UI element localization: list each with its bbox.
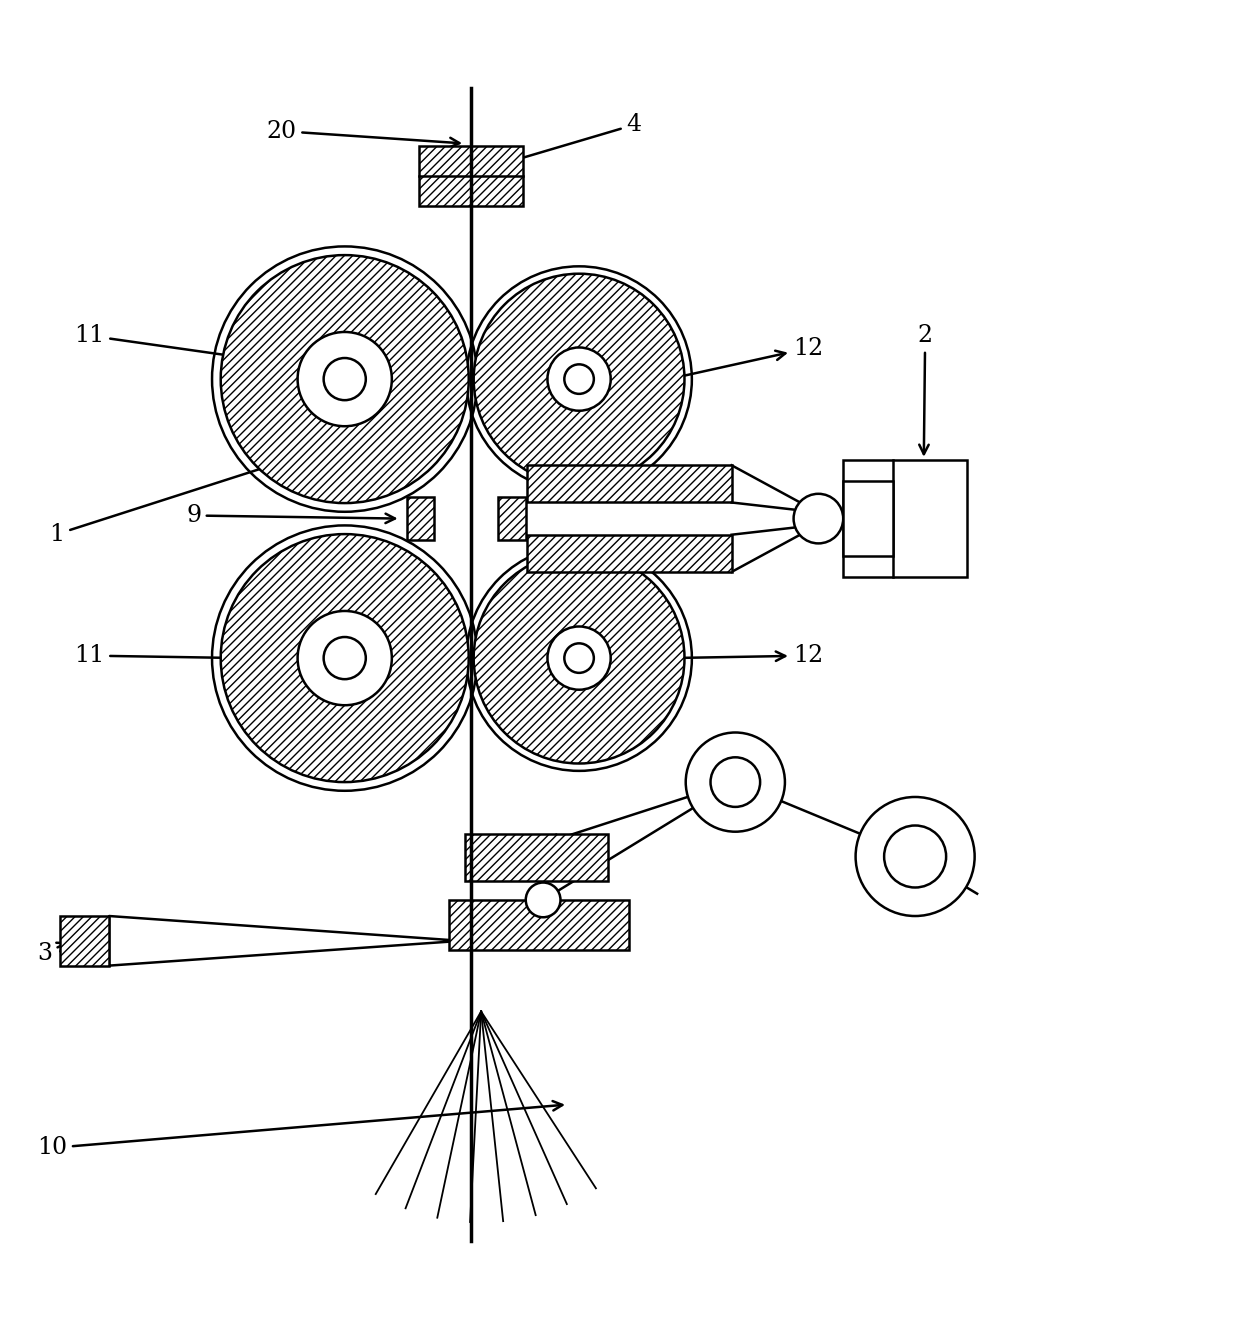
Text: 12: 12 [671,644,823,666]
Circle shape [686,732,785,831]
Circle shape [564,644,594,673]
Text: 12: 12 [671,337,823,378]
Circle shape [298,611,392,705]
Circle shape [794,493,843,543]
Bar [843,460,967,578]
Bar [498,498,526,540]
Circle shape [856,797,975,916]
Bar [471,146,523,205]
Bar [527,535,732,571]
Text: 10: 10 [37,1101,563,1160]
Circle shape [324,358,366,400]
Text: 11: 11 [74,325,259,363]
Bar [527,465,732,503]
Circle shape [474,274,684,484]
Text: 11: 11 [74,644,238,666]
Circle shape [221,255,469,503]
Circle shape [548,626,611,689]
Circle shape [884,826,946,888]
Circle shape [711,758,760,807]
Bar [419,146,471,205]
Circle shape [324,637,366,679]
Text: 8: 8 [549,776,722,843]
Text: 20: 20 [267,119,460,148]
Text: 2: 2 [918,325,932,455]
Bar [407,498,434,540]
Bar [465,834,608,881]
Circle shape [298,333,392,426]
Bar [60,916,109,966]
Bar [449,900,629,949]
Circle shape [474,552,684,763]
Circle shape [221,534,469,782]
Bar [843,481,893,557]
Circle shape [548,347,611,410]
Circle shape [526,882,560,917]
Text: 1: 1 [50,460,284,546]
Text: 4: 4 [507,114,641,164]
Text: 3: 3 [37,941,67,964]
Circle shape [564,365,594,394]
Text: 9: 9 [186,504,396,527]
